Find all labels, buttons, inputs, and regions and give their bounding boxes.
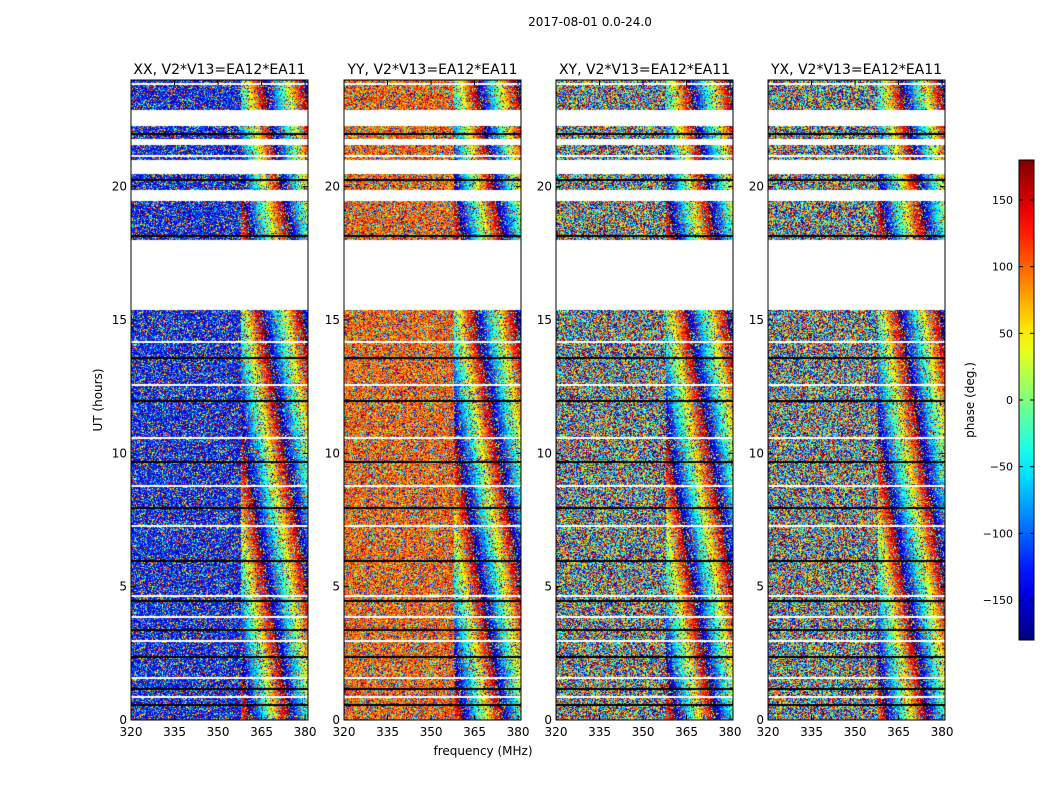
colorbar-tick-label: 0: [1006, 394, 1013, 407]
x-tick-label: 320: [120, 725, 143, 739]
colorbar-tick-label: 100: [992, 261, 1013, 274]
colorbar-tick-label: 50: [999, 327, 1013, 340]
y-axis-label: UT (hours): [91, 368, 105, 431]
y-tick-label: 15: [325, 313, 340, 327]
x-tick-label: 320: [333, 725, 356, 739]
y-tick-label: 20: [325, 180, 340, 194]
colorbar-tick-label: −150: [983, 594, 1013, 607]
panel-3: XY, V2*V13=EA12*EA11 320 335 350 365 380 0 5 10 1…: [537, 62, 742, 739]
y-tick-label: 5: [544, 580, 552, 594]
x-tick-label: 380: [719, 725, 742, 739]
x-tick-label: 350: [632, 725, 655, 739]
panel-4: YX, V2*V13=EA12*EA11 320 335 350 365 380 0 5 10 1…: [749, 62, 954, 739]
y-tick-label: 10: [749, 446, 764, 460]
y-tick-label: 15: [749, 313, 764, 327]
phase-heatmap-1: [131, 80, 308, 720]
x-tick-label: 335: [800, 725, 823, 739]
y-tick-label: 0: [544, 713, 552, 727]
x-tick-label: 380: [294, 725, 317, 739]
panel-title-3: XY, V2*V13=EA12*EA11: [559, 62, 730, 78]
y-tick-label: 20: [537, 180, 552, 194]
colorbar: phase (deg.) −150 −100 −50 0 50 100 150: [963, 159, 1035, 641]
y-tick-label: 10: [112, 446, 127, 460]
colorbar-tick-label: 150: [992, 194, 1013, 207]
colorbar-tick-label: −100: [983, 527, 1013, 540]
x-tick-label: 365: [887, 725, 910, 739]
panel-title-1: XX, V2*V13=EA12*EA11: [133, 62, 305, 78]
panel-frame-3: [555, 79, 734, 721]
phase-heatmap-3: [556, 80, 733, 720]
panel-frame-1: [130, 79, 309, 721]
x-tick-label: 320: [757, 725, 780, 739]
y-tick-label: 15: [112, 313, 127, 327]
y-tick-label: 0: [119, 713, 127, 727]
y-tick-label: 0: [332, 713, 340, 727]
y-tick-label: 20: [749, 180, 764, 194]
y-tick-label: 10: [325, 446, 340, 460]
x-tick-label: 380: [507, 725, 530, 739]
x-tick-label: 350: [844, 725, 867, 739]
colorbar-label: phase (deg.): [963, 362, 977, 438]
x-tick-label: 365: [250, 725, 273, 739]
panel-2: YY, V2*V13=EA12*EA11 320 335 350 365 380 0 5 10 1…: [325, 62, 530, 739]
x-tick-label: 350: [207, 725, 230, 739]
colorbar-tick-label: −50: [990, 461, 1013, 474]
y-tick-label: 20: [112, 180, 127, 194]
panel-title-4: YX, V2*V13=EA12*EA11: [770, 62, 942, 78]
x-tick-label: 335: [588, 725, 611, 739]
figure-suptitle: 2017-08-01 0.0-24.0: [528, 15, 652, 29]
x-tick-label: 335: [163, 725, 186, 739]
y-tick-label: 10: [537, 446, 552, 460]
x-tick-label: 365: [463, 725, 486, 739]
y-tick-label: 15: [537, 313, 552, 327]
x-tick-label: 335: [376, 725, 399, 739]
panel-1: XX, V2*V13=EA12*EA11 320 335 350 365 380 0 5 10 1…: [112, 62, 317, 739]
x-axis-label: frequency (MHz): [433, 744, 532, 758]
y-tick-label: 5: [119, 580, 127, 594]
y-tick-label: 5: [756, 580, 764, 594]
panel-frame-4: [767, 79, 946, 721]
phase-heatmap-2: [344, 80, 521, 720]
x-tick-label: 380: [931, 725, 954, 739]
panel-title-2: YY, V2*V13=EA12*EA11: [346, 62, 517, 78]
x-tick-label: 320: [545, 725, 568, 739]
y-tick-label: 0: [756, 713, 764, 727]
y-tick-label: 5: [332, 580, 340, 594]
panel-frame-2: [343, 79, 522, 721]
panels: XX, V2*V13=EA12*EA11 320 335 350 365 380 0 5 10 1…: [112, 62, 954, 739]
phase-heatmap-4: [768, 80, 945, 720]
x-tick-label: 365: [675, 725, 698, 739]
x-tick-label: 350: [420, 725, 443, 739]
